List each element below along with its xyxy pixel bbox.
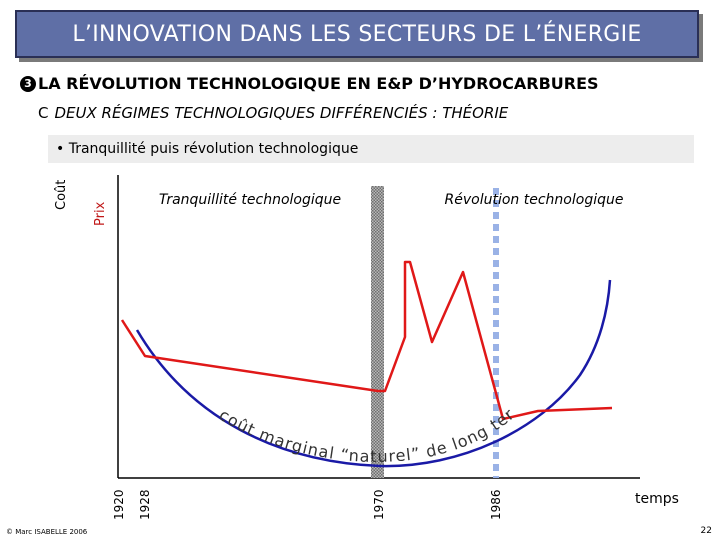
year-label-1986: 1986 xyxy=(489,489,503,520)
year-label-1970: 1970 xyxy=(372,489,386,520)
band-1970 xyxy=(371,186,384,478)
price-line xyxy=(120,260,613,421)
section-number-icon: 3 xyxy=(20,75,36,92)
footer-page-number: 22 xyxy=(700,526,712,536)
page-title: L’INNOVATION DANS LES SECTEURS DE L’ÉNER… xyxy=(72,21,642,47)
section-heading: 3 LA RÉVOLUTION TECHNOLOGIQUE EN E&P D’H… xyxy=(20,74,599,93)
section-title: LA RÉVOLUTION TECHNOLOGIQUE EN E&P D’HYD… xyxy=(38,74,599,93)
cost-curve-label-text: coût marginal “naturel” de long terme xyxy=(0,0,517,466)
title-banner: L’INNOVATION DANS LES SECTEURS DE L’ÉNER… xyxy=(15,10,699,58)
year-label-1928: 1928 xyxy=(138,489,152,520)
phase-label-right: Révolution technologique xyxy=(445,192,624,208)
subsection-heading: C DEUX RÉGIMES TECHNOLOGIQUES DIFFÉRENCIÉ… xyxy=(38,104,508,122)
cost-curve-label: coût marginal “naturel” de long terme xyxy=(0,0,517,466)
x-axis-label: temps xyxy=(635,491,679,507)
subsection-title: DEUX RÉGIMES TECHNOLOGIQUES DIFFÉRENCIÉS… xyxy=(54,104,509,122)
phase-label-left: Tranquillité technologique xyxy=(159,192,341,208)
cost-curve xyxy=(135,279,612,468)
year-label-1920: 1920 xyxy=(112,489,126,520)
footer-author: © Marc ISABELLE 2006 xyxy=(6,528,88,536)
bullet-point: • Tranquillité puis révolution technolog… xyxy=(48,135,694,163)
subsection-letter: C xyxy=(38,104,49,122)
